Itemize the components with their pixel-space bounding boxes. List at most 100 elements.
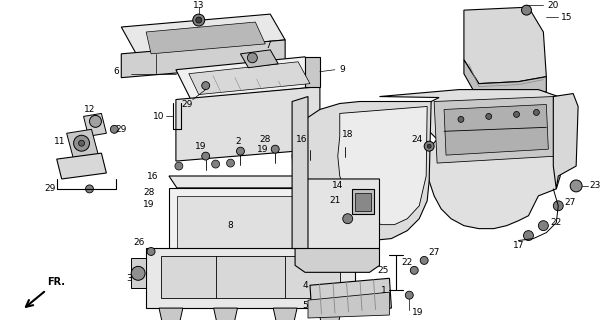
Circle shape: [524, 231, 533, 241]
Text: 20: 20: [547, 1, 559, 10]
Circle shape: [538, 221, 549, 231]
Circle shape: [514, 111, 520, 117]
Text: 8: 8: [227, 221, 234, 230]
Text: 15: 15: [560, 12, 572, 21]
Text: 16: 16: [296, 135, 308, 144]
Polygon shape: [379, 90, 560, 228]
Text: 19: 19: [143, 200, 155, 209]
Polygon shape: [121, 14, 285, 54]
Polygon shape: [464, 7, 546, 84]
Circle shape: [89, 116, 101, 127]
Circle shape: [341, 139, 349, 147]
Text: 1: 1: [381, 286, 386, 295]
Bar: [355, 193, 371, 211]
Circle shape: [427, 144, 431, 148]
Polygon shape: [292, 97, 308, 249]
Polygon shape: [318, 308, 342, 320]
Polygon shape: [554, 93, 578, 189]
Polygon shape: [295, 179, 379, 259]
Polygon shape: [131, 259, 146, 288]
Text: 4: 4: [302, 281, 308, 290]
Polygon shape: [444, 105, 549, 155]
Polygon shape: [67, 129, 99, 163]
Text: 22: 22: [550, 218, 562, 227]
Polygon shape: [308, 292, 389, 318]
Circle shape: [248, 53, 257, 63]
Text: 23: 23: [589, 181, 601, 190]
Text: 27: 27: [565, 198, 576, 207]
Polygon shape: [464, 60, 546, 97]
Bar: [352, 189, 373, 214]
Polygon shape: [310, 278, 392, 315]
Polygon shape: [305, 57, 320, 87]
Text: 16: 16: [147, 172, 159, 181]
Circle shape: [410, 266, 418, 274]
Bar: [177, 196, 322, 273]
Circle shape: [306, 142, 314, 150]
Circle shape: [192, 14, 205, 26]
Text: 5: 5: [302, 300, 308, 310]
Circle shape: [271, 145, 279, 153]
Circle shape: [485, 113, 492, 119]
Polygon shape: [338, 107, 427, 225]
Circle shape: [196, 17, 202, 23]
Circle shape: [175, 162, 183, 170]
Polygon shape: [83, 113, 107, 136]
Bar: [169, 188, 330, 277]
Polygon shape: [273, 308, 297, 320]
Text: 26: 26: [134, 238, 145, 247]
Text: 7: 7: [265, 41, 271, 50]
Text: 11: 11: [54, 137, 66, 146]
Text: 27: 27: [428, 248, 440, 257]
Circle shape: [405, 291, 413, 299]
Circle shape: [131, 266, 145, 280]
Text: 28: 28: [259, 135, 271, 144]
Circle shape: [211, 160, 219, 168]
Text: 6: 6: [113, 67, 119, 76]
Circle shape: [343, 214, 352, 224]
Polygon shape: [292, 101, 431, 241]
Circle shape: [458, 116, 464, 122]
Bar: [161, 256, 340, 298]
Text: 29: 29: [181, 100, 192, 109]
Circle shape: [86, 185, 93, 193]
Bar: [146, 249, 355, 308]
Polygon shape: [240, 50, 278, 68]
Circle shape: [78, 140, 85, 146]
Polygon shape: [295, 249, 379, 272]
Text: 21: 21: [329, 196, 340, 205]
Text: 29: 29: [44, 184, 55, 193]
Circle shape: [421, 256, 428, 264]
Circle shape: [202, 82, 210, 90]
Text: 9: 9: [339, 65, 345, 74]
Circle shape: [237, 147, 245, 155]
Text: 2: 2: [235, 137, 242, 146]
Circle shape: [522, 5, 531, 15]
Polygon shape: [176, 57, 320, 100]
Polygon shape: [330, 176, 338, 273]
Text: 29: 29: [116, 125, 127, 134]
Text: 14: 14: [332, 181, 343, 190]
Text: FR.: FR.: [26, 277, 65, 307]
Text: 18: 18: [342, 130, 354, 139]
Circle shape: [533, 109, 539, 116]
Text: 19: 19: [195, 142, 207, 151]
Text: 13: 13: [193, 1, 205, 10]
Text: 17: 17: [513, 241, 524, 250]
Text: 22: 22: [402, 258, 413, 267]
Text: 3: 3: [126, 274, 132, 283]
Circle shape: [554, 201, 563, 211]
Circle shape: [202, 152, 210, 160]
Circle shape: [110, 125, 118, 133]
Polygon shape: [169, 176, 338, 188]
Text: 28: 28: [143, 188, 154, 197]
Polygon shape: [57, 153, 107, 179]
Polygon shape: [159, 308, 183, 320]
Circle shape: [147, 247, 155, 255]
Polygon shape: [189, 62, 310, 94]
Text: 25: 25: [378, 266, 389, 275]
Circle shape: [227, 159, 235, 167]
Circle shape: [570, 180, 582, 192]
Polygon shape: [214, 308, 237, 320]
Polygon shape: [434, 97, 556, 163]
